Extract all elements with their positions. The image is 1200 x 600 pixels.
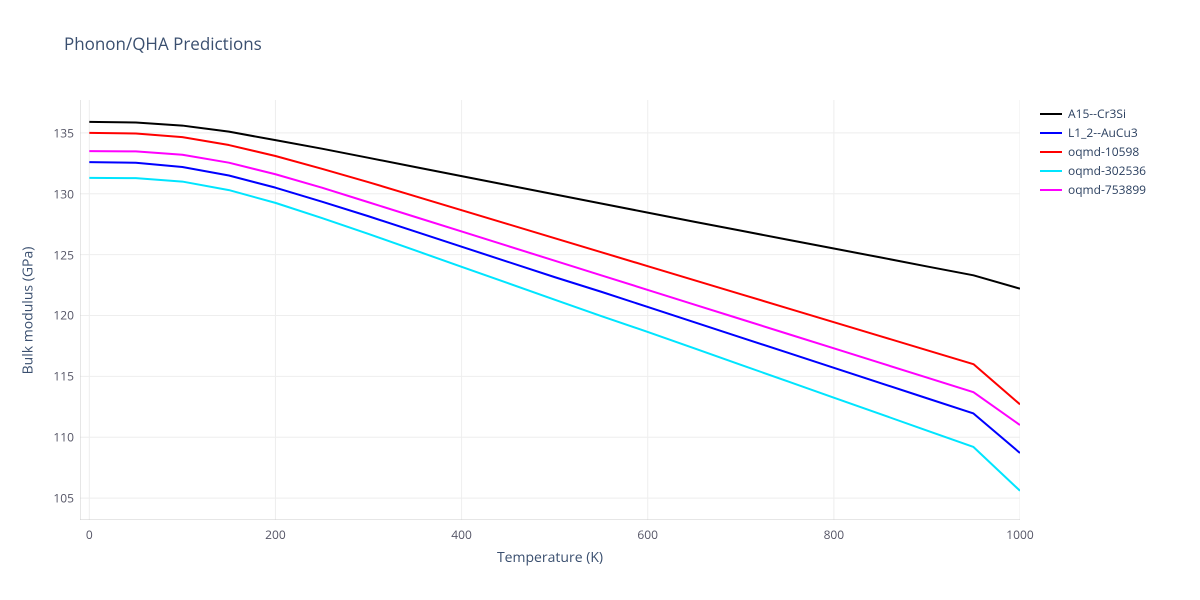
legend-swatch: [1040, 132, 1062, 134]
legend-item[interactable]: L1_2--AuCu3: [1040, 123, 1146, 142]
y-tick-label: 115: [46, 368, 74, 385]
x-tick-label: 0: [86, 526, 93, 543]
series-line[interactable]: [89, 178, 1020, 491]
legend-item[interactable]: A15--Cr3Si: [1040, 104, 1146, 123]
y-tick-label: 110: [46, 429, 74, 446]
y-tick-label: 130: [46, 185, 74, 202]
legend-swatch: [1040, 151, 1062, 153]
legend-swatch: [1040, 170, 1062, 172]
legend-item[interactable]: oqmd-10598: [1040, 142, 1146, 161]
legend: A15--Cr3Si L1_2--AuCu3 oqmd-10598 oqmd-3025…: [1040, 104, 1146, 199]
series-line[interactable]: [89, 122, 1020, 289]
chart-container: Phonon/QHA Predictions 0 200 400 600 800 1000…: [0, 0, 1200, 600]
legend-label: oqmd-302536: [1068, 162, 1146, 179]
legend-item[interactable]: oqmd-753899: [1040, 180, 1146, 199]
series-line[interactable]: [89, 162, 1020, 453]
x-axis-label: Temperature (K): [80, 548, 1020, 567]
x-tick-label: 400: [451, 526, 472, 543]
legend-item[interactable]: oqmd-302536: [1040, 161, 1146, 180]
x-tick-label: 1000: [1006, 526, 1033, 543]
y-tick-label: 135: [46, 124, 74, 141]
legend-swatch: [1040, 189, 1062, 191]
legend-label: A15--Cr3Si: [1068, 105, 1126, 122]
y-tick-label: 105: [46, 490, 74, 507]
x-tick-label: 800: [824, 526, 845, 543]
legend-label: oqmd-10598: [1068, 143, 1139, 160]
y-tick-label: 125: [46, 246, 74, 263]
plot-area: [80, 100, 1020, 520]
y-tick-label: 120: [46, 307, 74, 324]
y-axis-label: Bulk modulus (GPa): [18, 100, 38, 520]
y-axis-label-text: Bulk modulus (GPa): [19, 246, 38, 374]
legend-label: L1_2--AuCu3: [1068, 124, 1138, 141]
chart-title: Phonon/QHA Predictions: [64, 32, 262, 55]
legend-swatch: [1040, 113, 1062, 115]
x-tick-label: 600: [637, 526, 658, 543]
x-tick-label: 200: [265, 526, 286, 543]
legend-label: oqmd-753899: [1068, 181, 1146, 198]
